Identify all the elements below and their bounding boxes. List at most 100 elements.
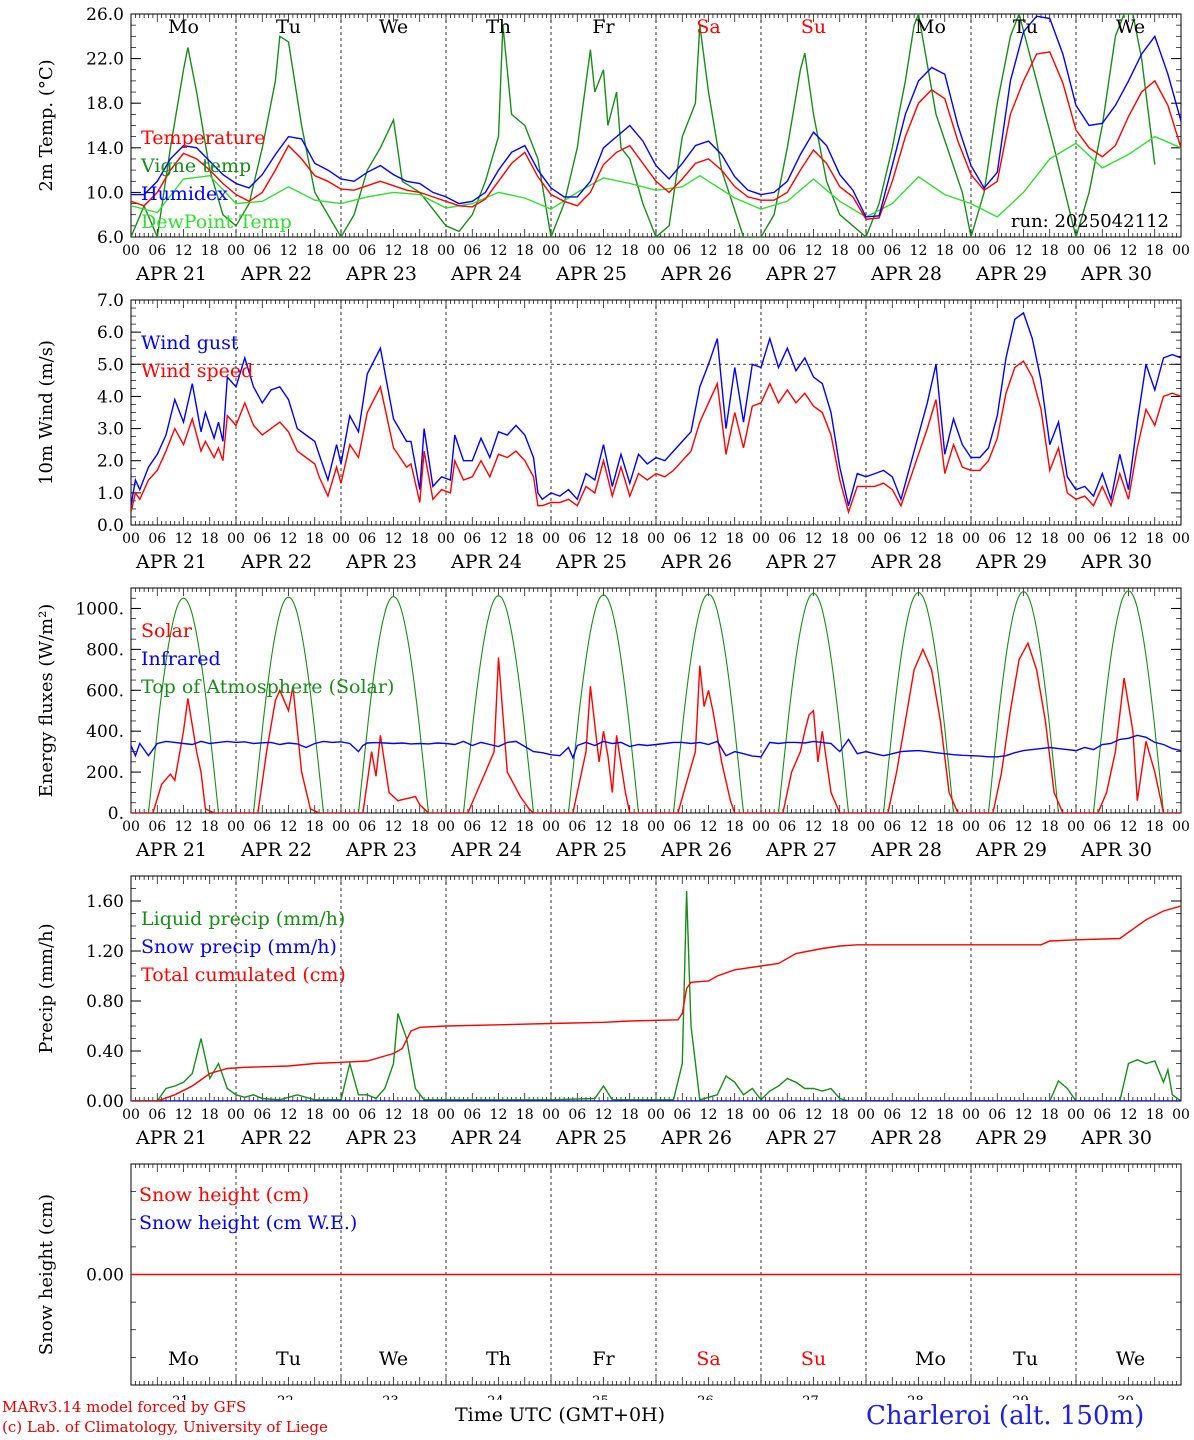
hour-label: 12 (1120, 531, 1138, 547)
date-label: APR 24 (450, 551, 522, 573)
toa-solar-line (357, 596, 430, 813)
hour-label: 06 (778, 1107, 796, 1123)
hour-label: 18 (726, 531, 744, 547)
hour-label: 00 (437, 1107, 455, 1123)
hour-label: 18 (201, 531, 219, 547)
panel-4: 0.00 Snow height (cm) Snow height (cm) Snow… (36, 1163, 1182, 1400)
hour-label: 18 (1146, 819, 1164, 835)
hour-label: 12 (175, 1107, 193, 1123)
y-axis-title: 2m Temp. (°C) (36, 59, 57, 191)
credit-line-1: MARv3.14 model forced by GFS (2, 1398, 247, 1416)
date-label: APR 24 (450, 263, 522, 285)
hour-label: 18 (306, 1107, 324, 1123)
weekday-label: We (379, 1348, 408, 1370)
plot-area (131, 311, 1181, 515)
date-label: APR 28 (870, 839, 942, 861)
hour-label: 06 (1093, 243, 1111, 259)
y-tick-label: 6.0 (97, 228, 124, 248)
hour-label: 06 (568, 531, 586, 547)
hour-label: 18 (936, 243, 954, 259)
hour-label: 06 (673, 1107, 691, 1123)
toa-solar-line (1092, 590, 1165, 813)
hour-label: 06 (673, 243, 691, 259)
hour-label: 18 (411, 531, 429, 547)
hour-label: 00 (647, 531, 665, 547)
hour-label: 12 (1120, 819, 1138, 835)
hour-label: 18 (831, 243, 849, 259)
hour-label: 00 (542, 819, 560, 835)
hour-label: 00 (1172, 819, 1190, 835)
weekday-label: Fr (592, 16, 615, 38)
date-label: APR 26 (660, 551, 732, 573)
legend-entry: Wind speed (141, 360, 253, 382)
hour-label: 18 (831, 819, 849, 835)
hour-label: 06 (463, 819, 481, 835)
weekday-label: Th (486, 16, 511, 38)
hour-label: 18 (621, 243, 639, 259)
y-tick-label: 10.0 (86, 183, 124, 203)
hour-label: 00 (752, 243, 770, 259)
hour-label: 18 (726, 243, 744, 259)
hour-label: 18 (936, 819, 954, 835)
hour-label: 06 (358, 531, 376, 547)
hour-label: 06 (253, 243, 271, 259)
y-tick-label: 1.60 (86, 892, 124, 912)
hour-label: 18 (411, 1107, 429, 1123)
hour-label: 06 (988, 243, 1006, 259)
hour-label: 00 (1067, 243, 1085, 259)
hour-label: 12 (280, 819, 298, 835)
plot-area (131, 590, 1181, 813)
hour-label: 00 (1067, 531, 1085, 547)
date-label: APR 29 (975, 839, 1047, 861)
hour-label: 12 (1015, 819, 1033, 835)
hour-label: 06 (988, 531, 1006, 547)
date-label: APR 26 (660, 263, 732, 285)
date-label: APR 27 (765, 263, 837, 285)
legend-entry: Liquid precip (mm/h) (141, 908, 345, 930)
hour-label: 18 (726, 819, 744, 835)
date-label: APR 22 (240, 551, 312, 573)
y-tick-label: 0.00 (86, 1092, 124, 1112)
date-label: APR 26 (660, 839, 732, 861)
hour-label: 12 (175, 819, 193, 835)
date-label: APR 25 (555, 1127, 627, 1149)
hour-label: 00 (1067, 1107, 1085, 1123)
legend-entry: Snow precip (mm/h) (141, 936, 337, 958)
hour-label: 18 (1041, 243, 1059, 259)
y-tick-label: 3.0 (97, 420, 124, 440)
hour-label: 18 (1146, 1107, 1164, 1123)
legend-entry: Top of Atmosphere (Solar) (141, 676, 394, 698)
hour-label: 00 (122, 531, 140, 547)
hour-label: 06 (673, 819, 691, 835)
y-tick-label: 200. (86, 763, 124, 783)
hour-label: 18 (726, 1107, 744, 1123)
date-label: APR 27 (765, 1127, 837, 1149)
date-label: APR 29 (975, 551, 1047, 573)
hour-label: 00 (332, 243, 350, 259)
date-label: APR 27 (765, 551, 837, 573)
date-label: APR 21 (135, 551, 207, 573)
weekday-label: Th (486, 1348, 511, 1370)
legend-entry: Vigne temp (140, 155, 251, 177)
hour-label: 18 (1041, 1107, 1059, 1123)
hour-label: 00 (227, 531, 245, 547)
hour-label: 12 (910, 243, 928, 259)
hour-label: 06 (463, 531, 481, 547)
legend-entry: Infrared (141, 648, 221, 670)
day-number-label: 27 (802, 1394, 819, 1400)
hour-label: 06 (148, 531, 166, 547)
hour-label: 00 (437, 819, 455, 835)
hour-label: 12 (805, 819, 823, 835)
y-tick-label: 14.0 (86, 139, 124, 159)
series-line (131, 641, 1181, 813)
date-label: APR 29 (975, 1127, 1047, 1149)
hour-label: 00 (752, 819, 770, 835)
hour-label: 06 (883, 531, 901, 547)
date-label: APR 29 (975, 263, 1047, 285)
date-label: APR 30 (1080, 551, 1152, 573)
hour-label: 12 (385, 1107, 403, 1123)
hour-label: 00 (857, 243, 875, 259)
hour-label: 00 (332, 819, 350, 835)
date-label: APR 23 (345, 839, 417, 861)
day-number-label: 30 (1117, 1394, 1134, 1400)
